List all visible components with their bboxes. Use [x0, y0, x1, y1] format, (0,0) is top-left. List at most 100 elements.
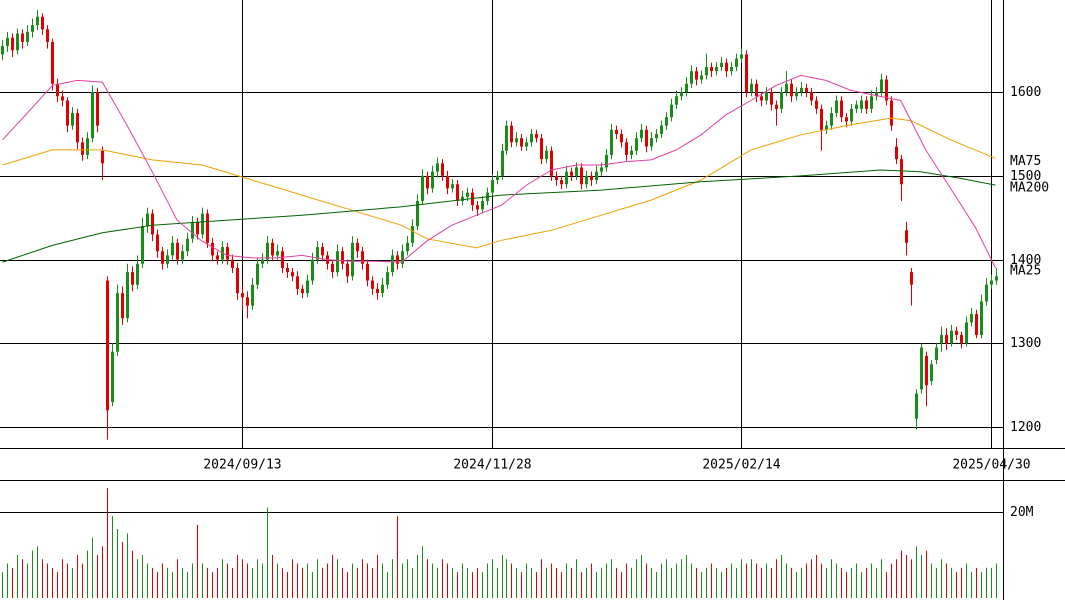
candle-body [356, 242, 359, 252]
volume-bar [292, 559, 293, 598]
candle-body [256, 263, 259, 285]
volume-bar [177, 559, 178, 598]
candle-body [371, 280, 374, 289]
candle-body [755, 83, 758, 97]
candle-body [96, 92, 99, 126]
volume-bar [586, 567, 587, 598]
candle-body [351, 242, 354, 277]
candle-body [91, 92, 94, 139]
volume-bar [107, 488, 108, 598]
legend-label: MA75 [1010, 154, 1041, 169]
volume-bar [272, 554, 273, 598]
candle-body [191, 221, 194, 239]
volume-bar [591, 563, 592, 598]
candle-body [585, 175, 588, 185]
candle-body [860, 100, 863, 109]
volume-bar [492, 559, 493, 598]
volume-bar [392, 559, 393, 598]
volume-bar [751, 559, 752, 598]
volume-bar [417, 554, 418, 598]
candle-body [106, 280, 109, 411]
volume-bar [726, 567, 727, 598]
volume-bar [936, 567, 937, 598]
volume-bar [337, 559, 338, 598]
volume-bar [646, 563, 647, 598]
volume-bar [776, 559, 777, 598]
candle-body [930, 364, 933, 382]
volume-bar [801, 567, 802, 598]
volume-bar [342, 567, 343, 598]
candle-body [750, 83, 753, 93]
candle-body [670, 104, 673, 118]
volume-bar [981, 572, 982, 598]
candle-body [560, 180, 563, 185]
volume-bar [641, 554, 642, 598]
candle-body [565, 171, 568, 185]
candle-body [640, 129, 643, 139]
candle-body [236, 267, 239, 294]
volume-bar [706, 567, 707, 598]
candle-body [895, 146, 898, 160]
volume-bar [112, 516, 113, 598]
volume-bar [57, 572, 58, 598]
candle-body [900, 159, 903, 185]
candle-body [491, 180, 494, 193]
candle-body [700, 75, 703, 80]
x-tick-label: 2024/11/28 [453, 458, 531, 473]
candle-body [151, 213, 154, 235]
candle-body [161, 251, 164, 264]
candle-body [11, 37, 14, 51]
x-tick-label: 2025/02/14 [702, 458, 780, 473]
volume-bar [531, 567, 532, 598]
volume-bar [372, 567, 373, 598]
candle-body [456, 184, 459, 201]
volume-bar [332, 554, 333, 598]
y-tick-label: 1500 [1010, 169, 1041, 184]
volume-bar [691, 563, 692, 598]
candle-body [496, 175, 499, 181]
candle-body [166, 255, 169, 264]
volume-bar [906, 554, 907, 598]
candle-body [520, 138, 523, 147]
volume-bar [551, 563, 552, 598]
candle-body [466, 192, 469, 197]
volume-bar [297, 563, 298, 598]
volume-bar [217, 567, 218, 598]
candle-body [406, 242, 409, 252]
candle-body [515, 138, 518, 143]
candle-body [990, 280, 993, 285]
candle-body [780, 92, 783, 109]
candle-body [481, 200, 484, 210]
candle-body [590, 175, 593, 181]
candle-body [625, 142, 628, 155]
volume-bar [806, 563, 807, 598]
volume-bar [172, 572, 173, 598]
volume-bar [262, 563, 263, 598]
volume-bar [901, 550, 902, 598]
candle-body [815, 100, 818, 109]
volume-bar [117, 529, 118, 598]
candle-body [281, 251, 284, 268]
candle-body [865, 100, 868, 109]
candle-body [850, 108, 853, 122]
candle-body [770, 92, 773, 105]
volume-bar [252, 567, 253, 598]
candle-body [620, 133, 623, 143]
candle-body [730, 66, 733, 72]
volume-bar [676, 563, 677, 598]
candle-body [905, 230, 908, 243]
moving-average-line [2, 117, 996, 249]
volume-bar [621, 572, 622, 598]
volume-bar [636, 559, 637, 598]
candle-body [885, 79, 888, 101]
volume-bar [242, 559, 243, 598]
candle-body [690, 71, 693, 84]
volume-bar [681, 559, 682, 598]
candle-body [16, 33, 19, 51]
candle-body [710, 66, 713, 72]
volume-bar [506, 559, 507, 598]
candle-body [211, 242, 214, 256]
volume-bar [661, 563, 662, 598]
legend-label: MA25 [1010, 263, 1041, 278]
volume-bar [2, 572, 3, 598]
